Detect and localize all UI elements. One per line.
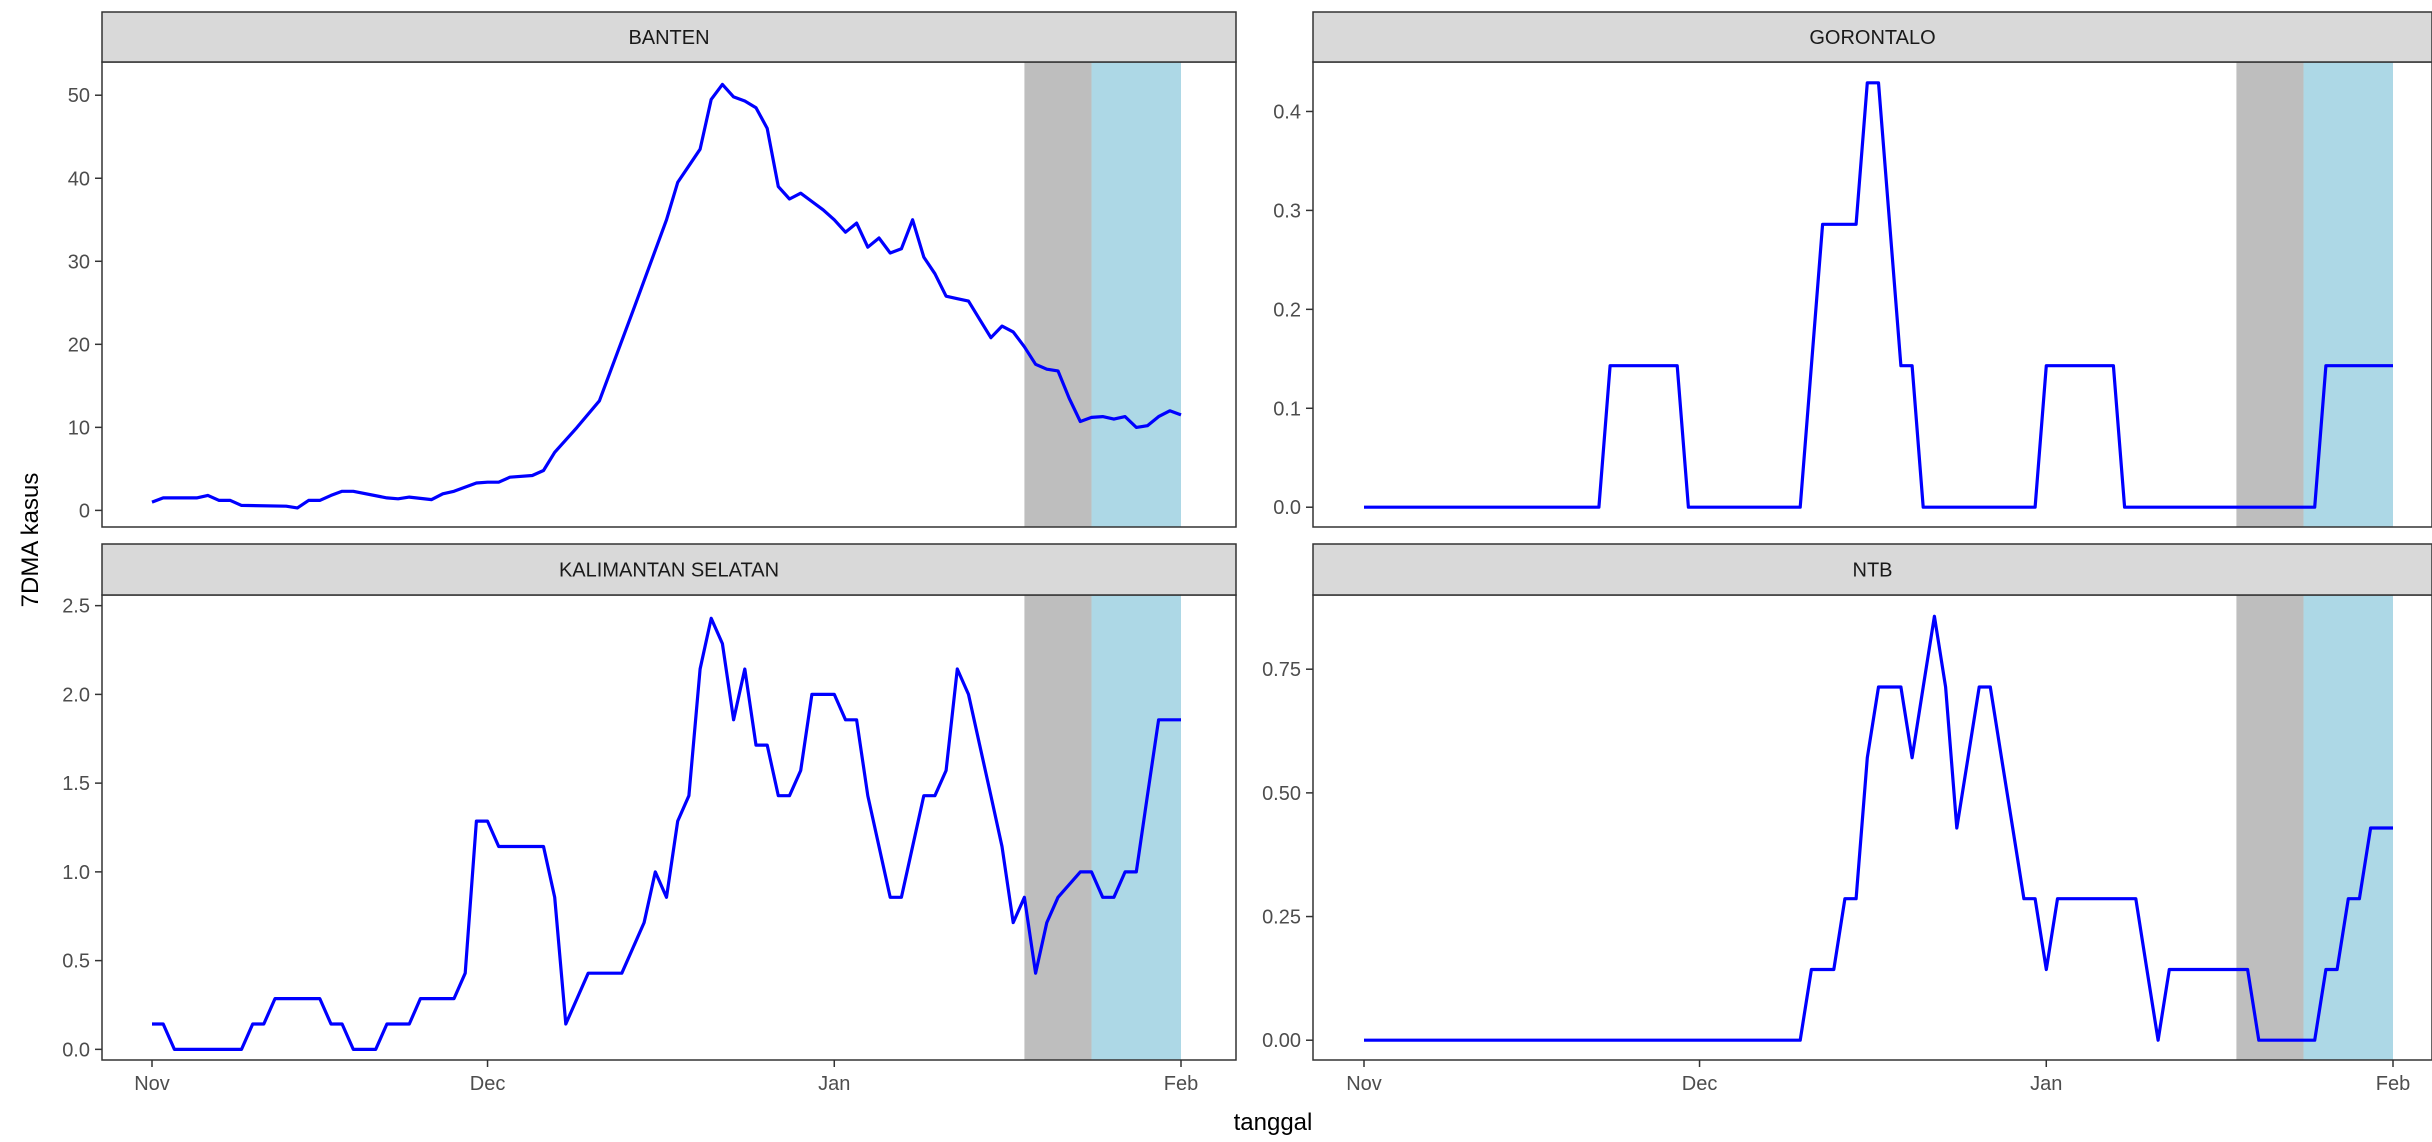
facet-strip-label: NTB bbox=[1853, 560, 1893, 582]
y-tick-label: 1.0 bbox=[62, 862, 90, 884]
y-tick-label: 0.75 bbox=[1262, 659, 1301, 681]
facet-strip-label: BANTEN bbox=[628, 27, 709, 49]
x-tick-label: Feb bbox=[2376, 1073, 2410, 1095]
y-tick-label: 0.50 bbox=[1262, 783, 1301, 805]
facet-strip-label: KALIMANTAN SELATAN bbox=[559, 560, 779, 582]
y-tick-label: 2.0 bbox=[62, 684, 90, 706]
series-line-kalimantan-selatan bbox=[152, 616, 1181, 1052]
y-tick-label: 10 bbox=[68, 417, 90, 439]
shaded-band-2 bbox=[1091, 62, 1181, 527]
facet-strip bbox=[101, 543, 1237, 596]
series-line-banten bbox=[151, 82, 1182, 510]
x-tick-label: Dec bbox=[1682, 1073, 1718, 1095]
facet-strip-label: GORONTALO bbox=[1809, 27, 1935, 49]
y-axis-title: 7DMA kasus bbox=[17, 473, 44, 608]
y-tick-label: 30 bbox=[68, 251, 90, 273]
x-tick-label: Jan bbox=[2030, 1073, 2062, 1095]
x-tick-label: Nov bbox=[1346, 1073, 1382, 1095]
y-tick-label: 50 bbox=[68, 85, 90, 107]
panel-kalimantan-selatan: KALIMANTAN SELATAN 0.0 0.5 1.0 1.5 2.0 2.5 Nov D… bbox=[62, 543, 1237, 1095]
shaded-band-1 bbox=[1024, 62, 1092, 527]
panel-gorontalo: GORONTALO 0.0 0.1 0.2 0.3 0.4 bbox=[1273, 11, 2432, 528]
y-tick-label: 2.5 bbox=[62, 596, 90, 618]
shaded-band-2 bbox=[1091, 595, 1181, 1060]
facet-strip bbox=[1312, 543, 2432, 596]
panels-layer: BANTEN 0 10 20 30 40 50 GORONTALO 0.0 0.1 0.2 0.3 0.… bbox=[62, 11, 2432, 1095]
facet-strip bbox=[1312, 11, 2432, 63]
panel-banten: BANTEN 0 10 20 30 40 50 bbox=[68, 11, 1237, 528]
panel-ntb: NTB 0.00 0.25 0.50 0.75 Nov Dec Jan Feb bbox=[1262, 543, 2432, 1095]
y-tick-label: 0.3 bbox=[1273, 200, 1301, 222]
y-tick-label: 0.0 bbox=[1273, 497, 1301, 519]
shaded-band-1 bbox=[2236, 62, 2304, 527]
x-tick-label: Jan bbox=[818, 1073, 850, 1095]
y-tick-label: 0.4 bbox=[1273, 101, 1301, 123]
x-axis-title: tanggal bbox=[1234, 1109, 1313, 1136]
x-tick-label: Nov bbox=[134, 1073, 170, 1095]
y-tick-label: 0.25 bbox=[1262, 907, 1301, 929]
y-tick-label: 0 bbox=[79, 500, 90, 522]
y-tick-label: 0.5 bbox=[62, 951, 90, 973]
x-tick-label: Dec bbox=[470, 1073, 506, 1095]
y-tick-label: 0.00 bbox=[1262, 1030, 1301, 1052]
y-tick-label: 20 bbox=[68, 334, 90, 356]
shaded-band-1 bbox=[2236, 595, 2304, 1060]
x-tick-label: Feb bbox=[1164, 1073, 1198, 1095]
series-line-ntb bbox=[1364, 614, 2393, 1042]
shaded-band-2 bbox=[2303, 62, 2393, 527]
shaded-band-1 bbox=[1024, 595, 1092, 1060]
y-tick-label: 0.2 bbox=[1273, 299, 1301, 321]
y-tick-label: 0.0 bbox=[62, 1039, 90, 1061]
series-line-gorontalo bbox=[1364, 81, 2393, 509]
y-tick-label: 0.1 bbox=[1273, 398, 1301, 420]
y-tick-label: 40 bbox=[68, 168, 90, 190]
facet-strip bbox=[101, 11, 1237, 63]
y-tick-label: 1.5 bbox=[62, 773, 90, 795]
